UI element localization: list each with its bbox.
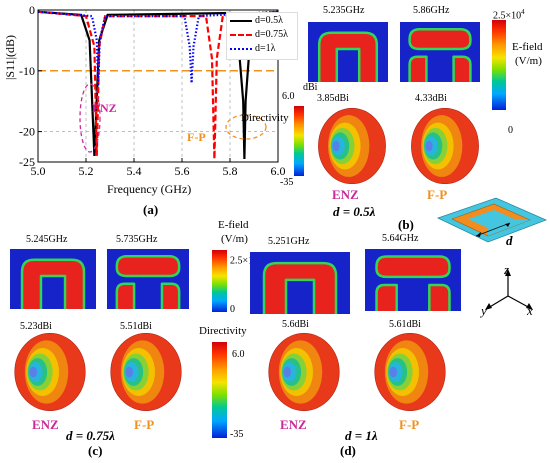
fp-annotation: F-P <box>187 130 206 144</box>
x-tick-label: 5.8 <box>223 164 238 178</box>
x-tick-label: 6.0 <box>271 164 286 178</box>
dir-scale-unit: dBi <box>303 82 318 93</box>
fp-label: F-P <box>399 417 420 432</box>
coordinate-axes <box>485 269 533 310</box>
efield-scale-unit: (V/m) <box>515 55 542 67</box>
directivity-colorbar <box>294 106 304 176</box>
d-value-label: d = 1λ <box>345 428 378 443</box>
y-tick-label: -10 <box>19 64 35 78</box>
chart-legend: d=0.5λ d=0.75λ d=1λ <box>226 12 298 60</box>
freq-label: 5.245GHz <box>26 234 68 245</box>
y-tick-label: -20 <box>19 125 35 139</box>
enz-ellipse <box>79 83 101 153</box>
chart-ticks: 5.0 5.2 5.4 5.6 5.8 6.0 0 -10 -20 -25 <box>19 3 286 178</box>
fp-label: F-P <box>427 187 448 202</box>
chart-frame <box>37 9 279 163</box>
radiation-pattern <box>110 333 182 411</box>
panel-d-label: (d) <box>340 443 356 458</box>
legend-entry: d=0.5λ <box>255 15 283 26</box>
panel-c-label: (c) <box>88 443 103 458</box>
dbi-label: 5.6dBi <box>282 319 309 330</box>
dir-scale-max: 6.0 <box>282 91 295 102</box>
dbi-label: 5.61dBi <box>389 319 421 330</box>
efield-scale-title: E-field <box>218 219 249 231</box>
efield-colorbar <box>212 250 227 312</box>
axis-z-label: z <box>504 262 510 277</box>
dbi-label: 4.33dBi <box>415 93 447 104</box>
dir-scale-title: Directivity <box>199 325 247 337</box>
freq-label: 5.251GHz <box>268 236 310 247</box>
efield-map <box>10 249 96 309</box>
freq-label: 5.235GHz <box>323 5 365 16</box>
dir-scale-min: -35 <box>230 429 244 440</box>
dir-scale-min: -35 <box>280 177 294 188</box>
panel-b-label: (b) <box>398 217 414 232</box>
efield-colorbar <box>492 20 506 110</box>
radiation-pattern <box>14 333 86 411</box>
legend-entry: d=0.75λ <box>255 29 288 40</box>
s11-chart: 5.0 5.2 5.4 5.6 5.8 6.0 0 -10 -20 -25 <box>19 3 286 178</box>
panel-a-label: (a) <box>143 202 159 217</box>
directivity-colorbar <box>212 342 227 438</box>
efield-map <box>107 249 189 309</box>
efield-map <box>400 22 480 82</box>
enz-label: ENZ <box>32 417 59 432</box>
x-tick-label: 5.0 <box>31 164 46 178</box>
dir-scale-max: 6.0 <box>232 349 245 360</box>
radiation-pattern <box>318 107 386 185</box>
enz-label: ENZ <box>280 417 307 432</box>
efield-map <box>308 22 388 82</box>
radiation-pattern <box>411 107 479 185</box>
dbi-label: 3.85dBi <box>317 93 349 104</box>
efield-scale-title: E-field <box>512 41 543 53</box>
enz-annotation: ENZ <box>92 101 117 115</box>
radiation-pattern <box>268 333 340 411</box>
axis-x-label: x <box>527 303 533 318</box>
x-tick-label: 5.2 <box>79 164 94 178</box>
x-axis-label: Frequency (GHz) <box>107 182 192 196</box>
freq-label: 5.735GHz <box>116 234 158 245</box>
x-tick-label: 5.4 <box>127 164 142 178</box>
efield-scale-min: 0 <box>230 304 235 315</box>
geometry-d-label: d <box>506 233 513 248</box>
x-tick-label: 5.6 <box>175 164 190 178</box>
legend-entry: d=1λ <box>255 43 276 54</box>
enz-label: ENZ <box>332 187 359 202</box>
series-line <box>37 10 279 87</box>
dir-scale-title: Directivity <box>241 112 289 124</box>
d-value-label: d = 0.5λ <box>333 204 376 219</box>
dbi-label: 5.23dBi <box>20 321 52 332</box>
efield-map <box>365 249 461 311</box>
fp-ellipse <box>225 114 267 140</box>
freq-label: 5.86GHz <box>413 5 450 16</box>
y-axis-label: |S11|(dB) <box>3 34 17 80</box>
efield-scale-min: 0 <box>508 125 513 136</box>
efield-scale-max: 2.5×104 <box>493 8 525 22</box>
fp-label: F-P <box>134 417 155 432</box>
axis-y-label: y <box>481 303 487 318</box>
y-tick-label: -25 <box>19 155 35 169</box>
d-value-label: d = 0.75λ <box>66 428 115 443</box>
freq-label: 5.64GHz <box>382 233 419 244</box>
y-tick-label: 0 <box>29 3 35 17</box>
efield-map <box>250 252 350 314</box>
antenna-geometry <box>436 197 548 243</box>
dbi-label: 5.51dBi <box>120 321 152 332</box>
efield-scale-unit: (V/m) <box>221 233 248 245</box>
radiation-pattern <box>374 333 446 411</box>
